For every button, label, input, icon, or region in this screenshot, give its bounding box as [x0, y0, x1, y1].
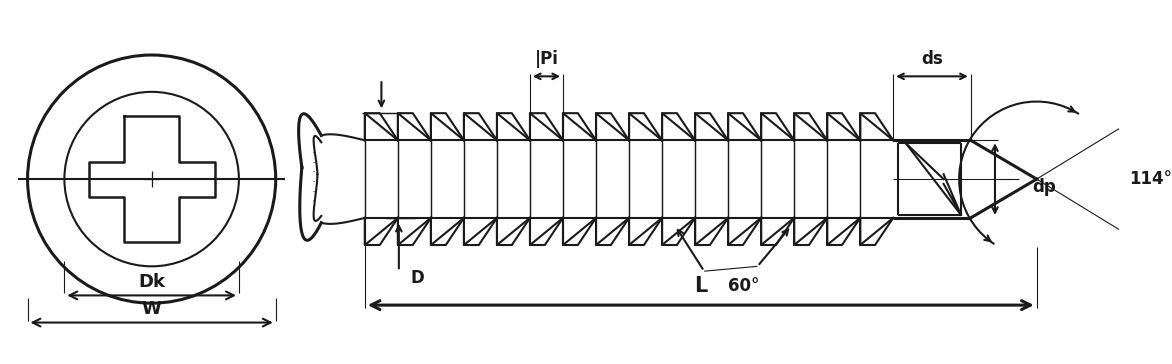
- Text: ds: ds: [921, 50, 942, 68]
- Text: 114°: 114°: [1129, 170, 1172, 188]
- Text: W: W: [142, 300, 162, 318]
- Text: dp: dp: [1031, 178, 1056, 196]
- Text: |Pi: |Pi: [534, 50, 558, 68]
- Text: Dk: Dk: [138, 273, 165, 291]
- Text: 60°: 60°: [729, 277, 759, 295]
- Text: L: L: [694, 276, 708, 296]
- Text: D: D: [410, 269, 424, 287]
